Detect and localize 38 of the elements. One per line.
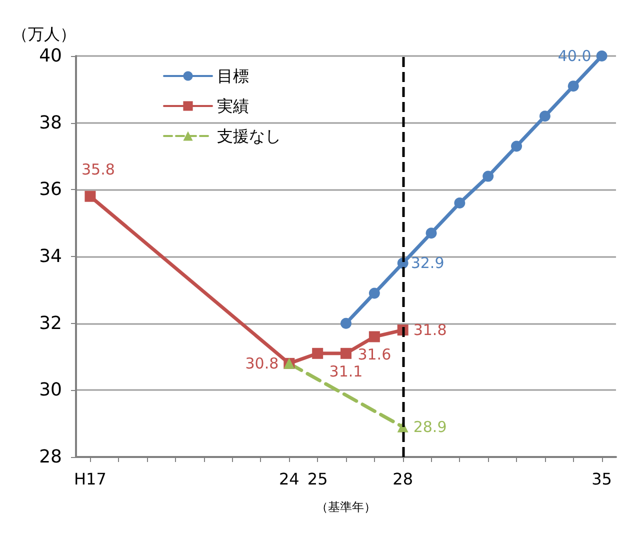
y-tick-label: 36 [39,179,62,200]
legend-label: 実績 [217,96,249,116]
legend-label: 支援なし [217,126,281,146]
point [340,348,352,359]
annotation: 32.9 [410,254,444,272]
point [340,318,352,329]
y-tick-label: 38 [39,112,62,134]
point [482,170,494,182]
x-tick-label: 24 [278,470,300,488]
data-label: 31.8 [413,321,447,340]
y-tick-label: 28 [39,446,62,468]
x-tick-label: H17 [74,470,106,488]
data-label: 31.1 [329,362,363,380]
point [596,50,608,62]
point [568,80,579,92]
data-label: 30.8 [245,354,279,372]
x-tick-label: 35 [592,470,612,488]
y-tick-label: 30 [39,380,62,401]
x-tick-label: 25 [307,470,328,488]
data-label: 40.0 [558,47,592,65]
point [368,288,380,299]
x-axis-title: （基準年） [316,500,376,514]
point [312,348,324,359]
y-tick-label: 32 [39,312,62,334]
y-tick-label: 34 [39,246,62,267]
point [368,331,380,342]
x-tick-label: 28 [392,470,414,488]
data-label: 35.8 [82,160,115,178]
point [84,190,96,202]
point [539,110,550,122]
point [426,228,437,239]
y-tick-label: 40 [39,46,62,66]
y-axis-title: （万人） [12,24,76,44]
point [511,140,522,152]
data-label: 31.6 [358,346,392,364]
legend-label: 目標 [217,66,249,86]
data-label: 28.9 [413,418,447,436]
point [454,198,466,209]
